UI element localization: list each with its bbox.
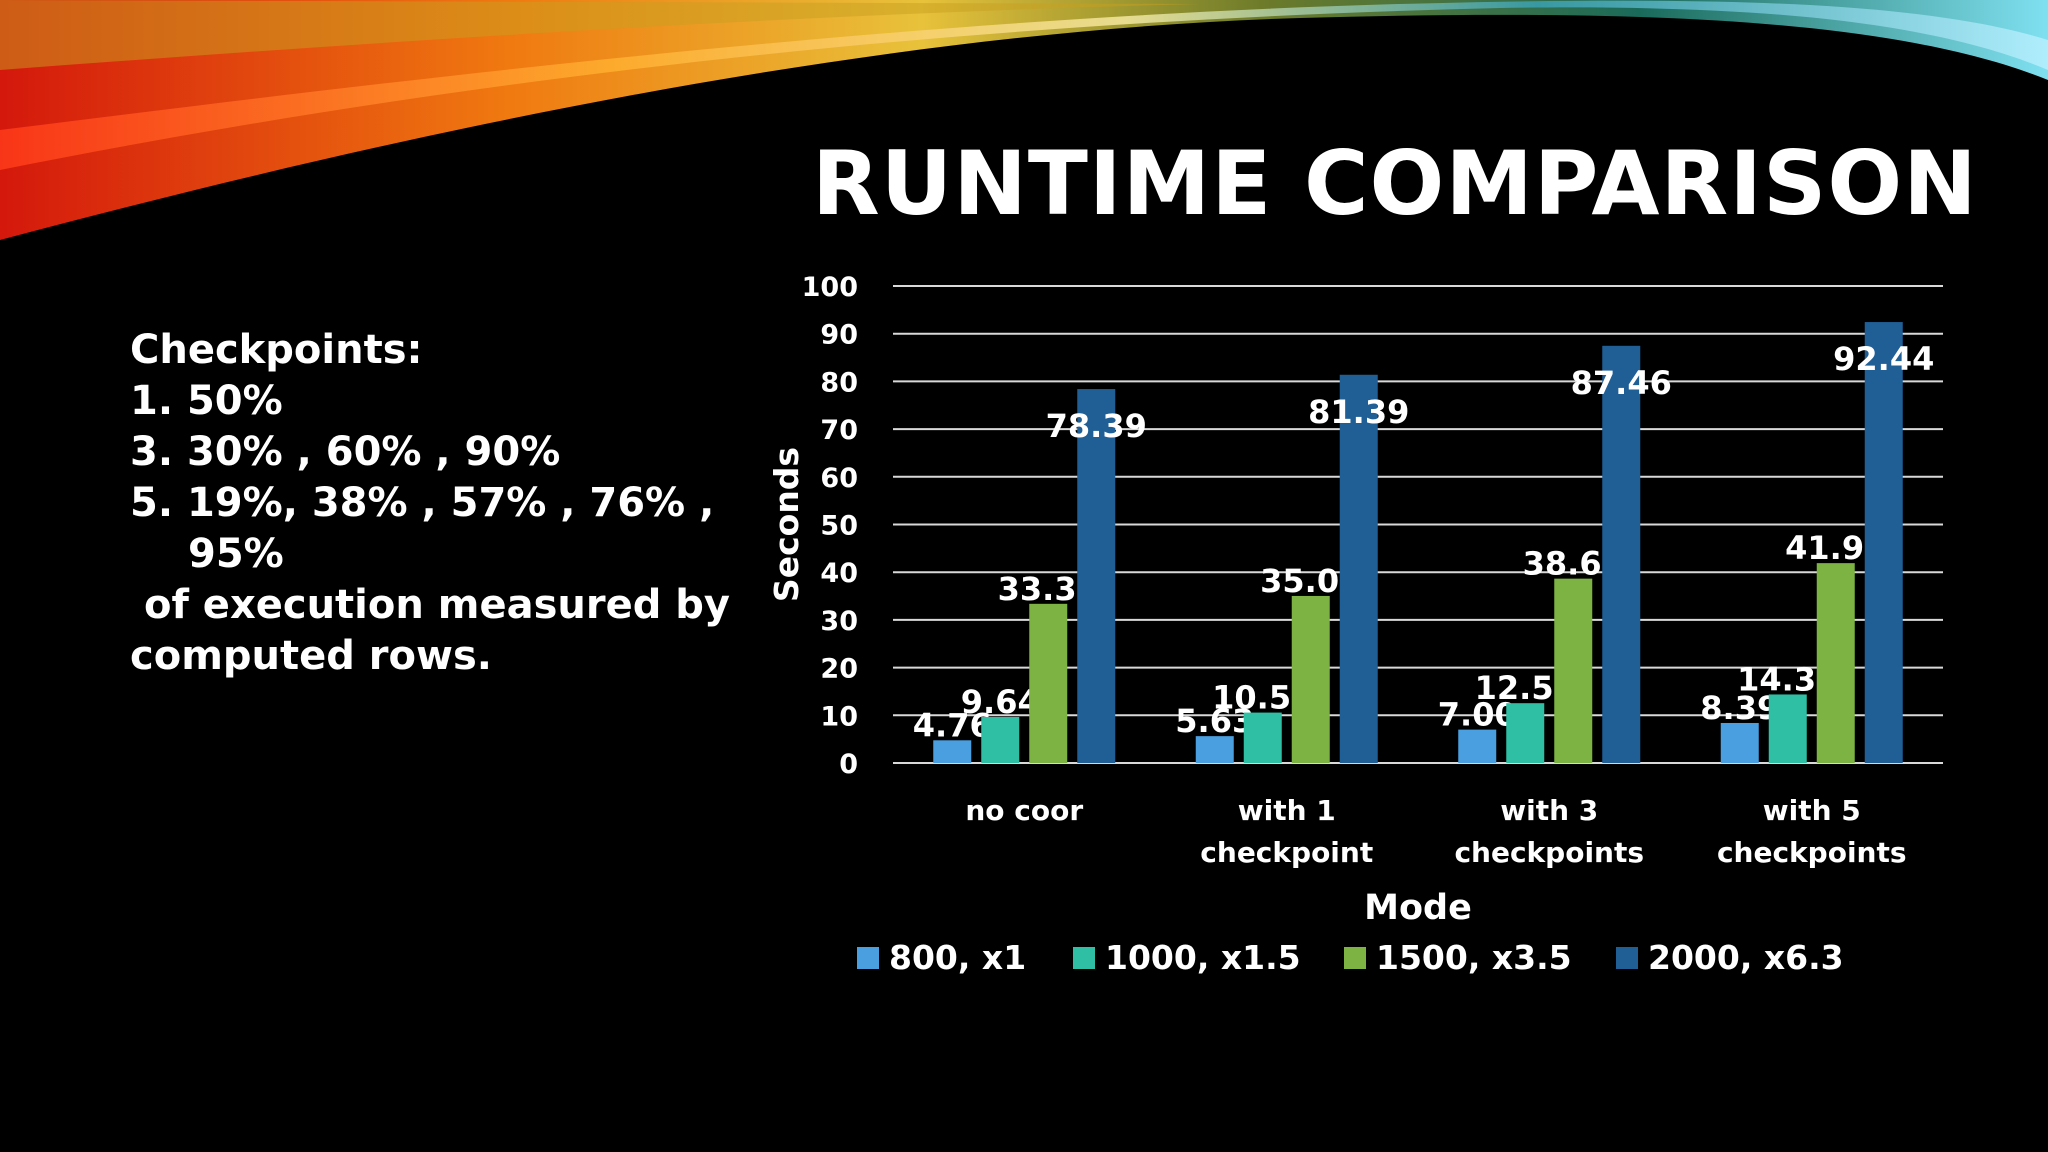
bar [1554,578,1593,763]
bar [1458,729,1497,763]
notes-line: 95% [188,531,284,577]
bar [1339,374,1378,763]
bar [1506,703,1545,763]
x-tick-label: checkpoints [1717,836,1907,869]
data-label: 78.39 [1046,407,1147,445]
bar [1768,694,1807,763]
bar [1816,563,1855,763]
y-tick-label: 80 [820,367,858,398]
notes-line: 3. 30% , 60% , 90% [130,429,561,475]
data-label: 87.46 [1571,364,1672,402]
data-label: 5.63 [1175,702,1254,740]
bar [1864,322,1903,763]
legend-swatch [1616,947,1638,969]
legend-label: 800, x1 [889,938,1026,977]
data-label: 9.64 [961,683,1040,721]
y-tick-label: 0 [839,749,858,780]
y-tick-label: 40 [820,558,858,589]
y-tick-label: 90 [820,320,858,351]
slide-title: RUNTIME COMPARISON [812,132,1978,235]
x-tick-label: with 1 [1238,794,1336,827]
legend-label: 1500, x3.5 [1376,938,1572,977]
legend-swatch [1344,947,1366,969]
data-label: 92.44 [1833,340,1934,378]
data-label: 8.39 [1700,689,1779,727]
notes-line: 1. 50% [130,378,283,424]
y-tick-label: 50 [820,511,858,542]
legend-label: 1000, x1.5 [1105,938,1301,977]
notes-heading: Checkpoints: [130,327,423,373]
y-tick-label: 100 [802,272,858,303]
x-tick-label: checkpoint [1200,836,1373,869]
x-axis-label: Mode [1364,888,1472,928]
bar [1195,736,1234,763]
y-tick-label: 70 [820,415,858,446]
data-label: 81.39 [1308,393,1409,431]
bar [1602,345,1641,763]
notes-line: computed rows. [130,633,492,679]
y-tick-label: 30 [820,606,858,637]
bar [1077,389,1116,763]
bar [1720,722,1759,763]
y-tick-label: 10 [820,701,858,732]
data-label: 4.76 [913,706,992,744]
bar [933,740,972,763]
data-label: 7.00 [1438,696,1517,734]
x-tick-label: no coor [965,794,1083,827]
bar [1243,712,1282,763]
bar [1291,595,1330,763]
bar [981,717,1020,763]
legend-label: 2000, x6.3 [1648,938,1844,977]
notes-line: 5. 19%, 38% , 57% , 76% , [130,480,715,526]
notes-line: of execution measured by [144,582,730,628]
y-tick-label: 20 [820,654,858,685]
x-tick-label: with 5 [1763,794,1861,827]
x-tick-label: with 3 [1500,794,1598,827]
bar [1029,603,1068,763]
y-axis-label: Seconds [767,447,806,602]
checkpoint-notes: Checkpoints: 1. 50% 3. 30% , 60% , 90% 5… [130,325,770,682]
y-tick-label: 60 [820,463,858,494]
legend-swatch [1073,947,1095,969]
legend-swatch [857,947,879,969]
x-tick-label: checkpoints [1454,836,1644,869]
